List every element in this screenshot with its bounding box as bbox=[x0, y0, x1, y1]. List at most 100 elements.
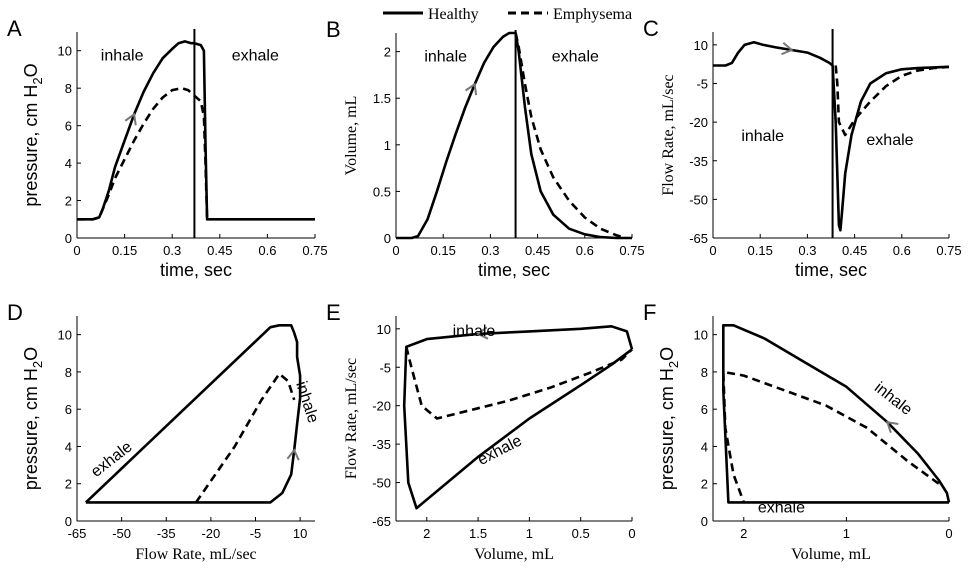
legend-emphysema: Emphysema bbox=[553, 6, 632, 23]
y-tick-label: 6 bbox=[701, 402, 708, 417]
panel-e: 2 1.5 1 0.5 0 10 -5 -20 -35 -50 -65 Volume, mL Flow … bbox=[326, 300, 636, 563]
x-axis-label: time, sec bbox=[478, 260, 550, 280]
series-line-healthy bbox=[85, 323, 302, 504]
y-axis-label: pressure, cm H2O bbox=[21, 63, 45, 206]
y-tick-label: -50 bbox=[689, 192, 708, 207]
x-tick-label: 2 bbox=[423, 526, 430, 541]
x-tick-label: -5 bbox=[250, 526, 262, 541]
x-tick-label: -20 bbox=[201, 526, 220, 541]
x-axis-label: Volume, mL bbox=[791, 546, 871, 563]
panel-label: E bbox=[326, 300, 341, 325]
y-tick-label: -5 bbox=[696, 77, 708, 92]
direction-arrow bbox=[465, 82, 478, 96]
direction-arrow bbox=[781, 42, 794, 56]
annotation-inhale: inhale bbox=[741, 128, 784, 145]
x-tick-label: 0.75 bbox=[619, 243, 644, 258]
y-tick-label: 2 bbox=[65, 477, 72, 492]
x-tick-label: -35 bbox=[157, 526, 176, 541]
x-tick-label: 0.5 bbox=[572, 526, 590, 541]
series-line-emphysema bbox=[514, 32, 627, 240]
y-tick-label: 8 bbox=[65, 81, 72, 96]
y-tick-label: -5 bbox=[379, 360, 391, 375]
panel-d: -65 -50 -35 -20 -5 10 0 2 4 6 8 10 Flow Rate, mL/sec… bbox=[7, 300, 322, 563]
y-axis-label: Flow Rate, mL/sec bbox=[660, 74, 677, 195]
x-tick-label: 0 bbox=[392, 243, 399, 258]
y-tick-label: 4 bbox=[65, 439, 72, 454]
y-axis-label: Volume, mL bbox=[343, 96, 360, 176]
direction-arrow bbox=[124, 112, 137, 126]
series-line-emphysema bbox=[405, 346, 633, 420]
y-tick-label: 0.5 bbox=[373, 184, 391, 199]
y-tick-label: 8 bbox=[65, 365, 72, 380]
annotation-exhale: exhale bbox=[552, 48, 599, 65]
direction-arrow bbox=[286, 448, 300, 461]
panel-label: C bbox=[643, 16, 659, 41]
y-tick-label: 2 bbox=[384, 45, 391, 60]
x-tick-label: 0.6 bbox=[576, 243, 594, 258]
annotation-inhale: inhale bbox=[453, 323, 496, 340]
direction-arrow bbox=[885, 420, 899, 434]
y-tick-label: 0 bbox=[701, 514, 708, 529]
legend: Healthy Emphysema bbox=[383, 6, 632, 23]
x-tick-label: -65 bbox=[68, 526, 87, 541]
y-axis-label: Flow Rate, mL/sec bbox=[343, 358, 360, 479]
x-tick-label: 0.6 bbox=[893, 243, 911, 258]
series-line-emphysema bbox=[721, 370, 940, 503]
panel-label: D bbox=[7, 300, 23, 325]
series-line-healthy bbox=[402, 324, 634, 510]
annotation-inhale: inhale bbox=[424, 48, 467, 65]
series-line-emphysema bbox=[834, 65, 950, 137]
x-tick-label: 1 bbox=[526, 526, 533, 541]
y-axis-label: pressure, cm H2O bbox=[657, 347, 681, 490]
y-tick-label: 10 bbox=[58, 44, 72, 59]
panel-a: 0 0.15 0.3 0.45 0.6 0.75 0 2 4 6 8 10 time, sec press… bbox=[7, 16, 328, 280]
y-tick-label: 1 bbox=[384, 138, 391, 153]
x-tick-label: 0.3 bbox=[481, 243, 499, 258]
x-axis-label: Volume, mL bbox=[474, 546, 554, 563]
x-axis-label: Flow Rate, mL/sec bbox=[135, 546, 256, 563]
series-line-emphysema bbox=[77, 86, 209, 221]
y-tick-label: 4 bbox=[701, 439, 708, 454]
y-tick-label: 10 bbox=[58, 328, 72, 343]
x-tick-label: 10 bbox=[293, 526, 307, 541]
y-tick-label: 1.5 bbox=[373, 91, 391, 106]
y-tick-label: 2 bbox=[701, 477, 708, 492]
panel-label: A bbox=[7, 16, 22, 41]
x-tick-label: 0.6 bbox=[258, 243, 276, 258]
y-tick-label: -65 bbox=[689, 231, 708, 246]
y-tick-label: 0 bbox=[384, 231, 391, 246]
x-tick-label: 0.45 bbox=[842, 243, 867, 258]
y-tick-label: -65 bbox=[372, 514, 391, 529]
y-tick-label: 10 bbox=[694, 38, 708, 53]
x-tick-label: 0.15 bbox=[431, 243, 456, 258]
x-tick-label: 0 bbox=[628, 526, 635, 541]
x-tick-label: 0.45 bbox=[525, 243, 550, 258]
direction-arrow bbox=[476, 326, 489, 340]
panel-label: F bbox=[643, 300, 656, 325]
x-tick-label: 0.75 bbox=[936, 243, 961, 258]
annotation-exhale: exhale bbox=[758, 500, 805, 517]
y-tick-label: -35 bbox=[372, 437, 391, 452]
y-axis-label: pressure, cm H2O bbox=[21, 347, 45, 490]
x-tick-label: 0.3 bbox=[798, 243, 816, 258]
x-tick-label: 0 bbox=[73, 243, 80, 258]
panel-b: 0 0.15 0.3 0.45 0.6 0.75 0 0.5 1 1.5 2 time, sec Vol… bbox=[326, 17, 645, 280]
x-tick-label: 0 bbox=[709, 243, 716, 258]
annotation-exhale: exhale bbox=[88, 438, 136, 480]
y-tick-label: -35 bbox=[689, 154, 708, 169]
x-tick-label: 0.3 bbox=[163, 243, 181, 258]
x-tick-label: 0.15 bbox=[748, 243, 773, 258]
annotation-exhale: exhale bbox=[866, 132, 913, 149]
x-tick-label: 1.5 bbox=[469, 526, 487, 541]
x-tick-label: 0 bbox=[945, 526, 952, 541]
y-tick-label: 10 bbox=[694, 328, 708, 343]
y-tick-label: 0 bbox=[65, 514, 72, 529]
x-tick-label: 0.75 bbox=[302, 243, 327, 258]
panel-c: 0 0.15 0.3 0.45 0.6 0.75 10 -5 -20 -35 -50 -65 time,… bbox=[643, 16, 962, 280]
x-tick-label: 0.15 bbox=[112, 243, 137, 258]
series-line-healthy bbox=[721, 323, 951, 504]
annotation-exhale: exhale bbox=[475, 432, 525, 469]
y-tick-label: 0 bbox=[65, 231, 72, 246]
